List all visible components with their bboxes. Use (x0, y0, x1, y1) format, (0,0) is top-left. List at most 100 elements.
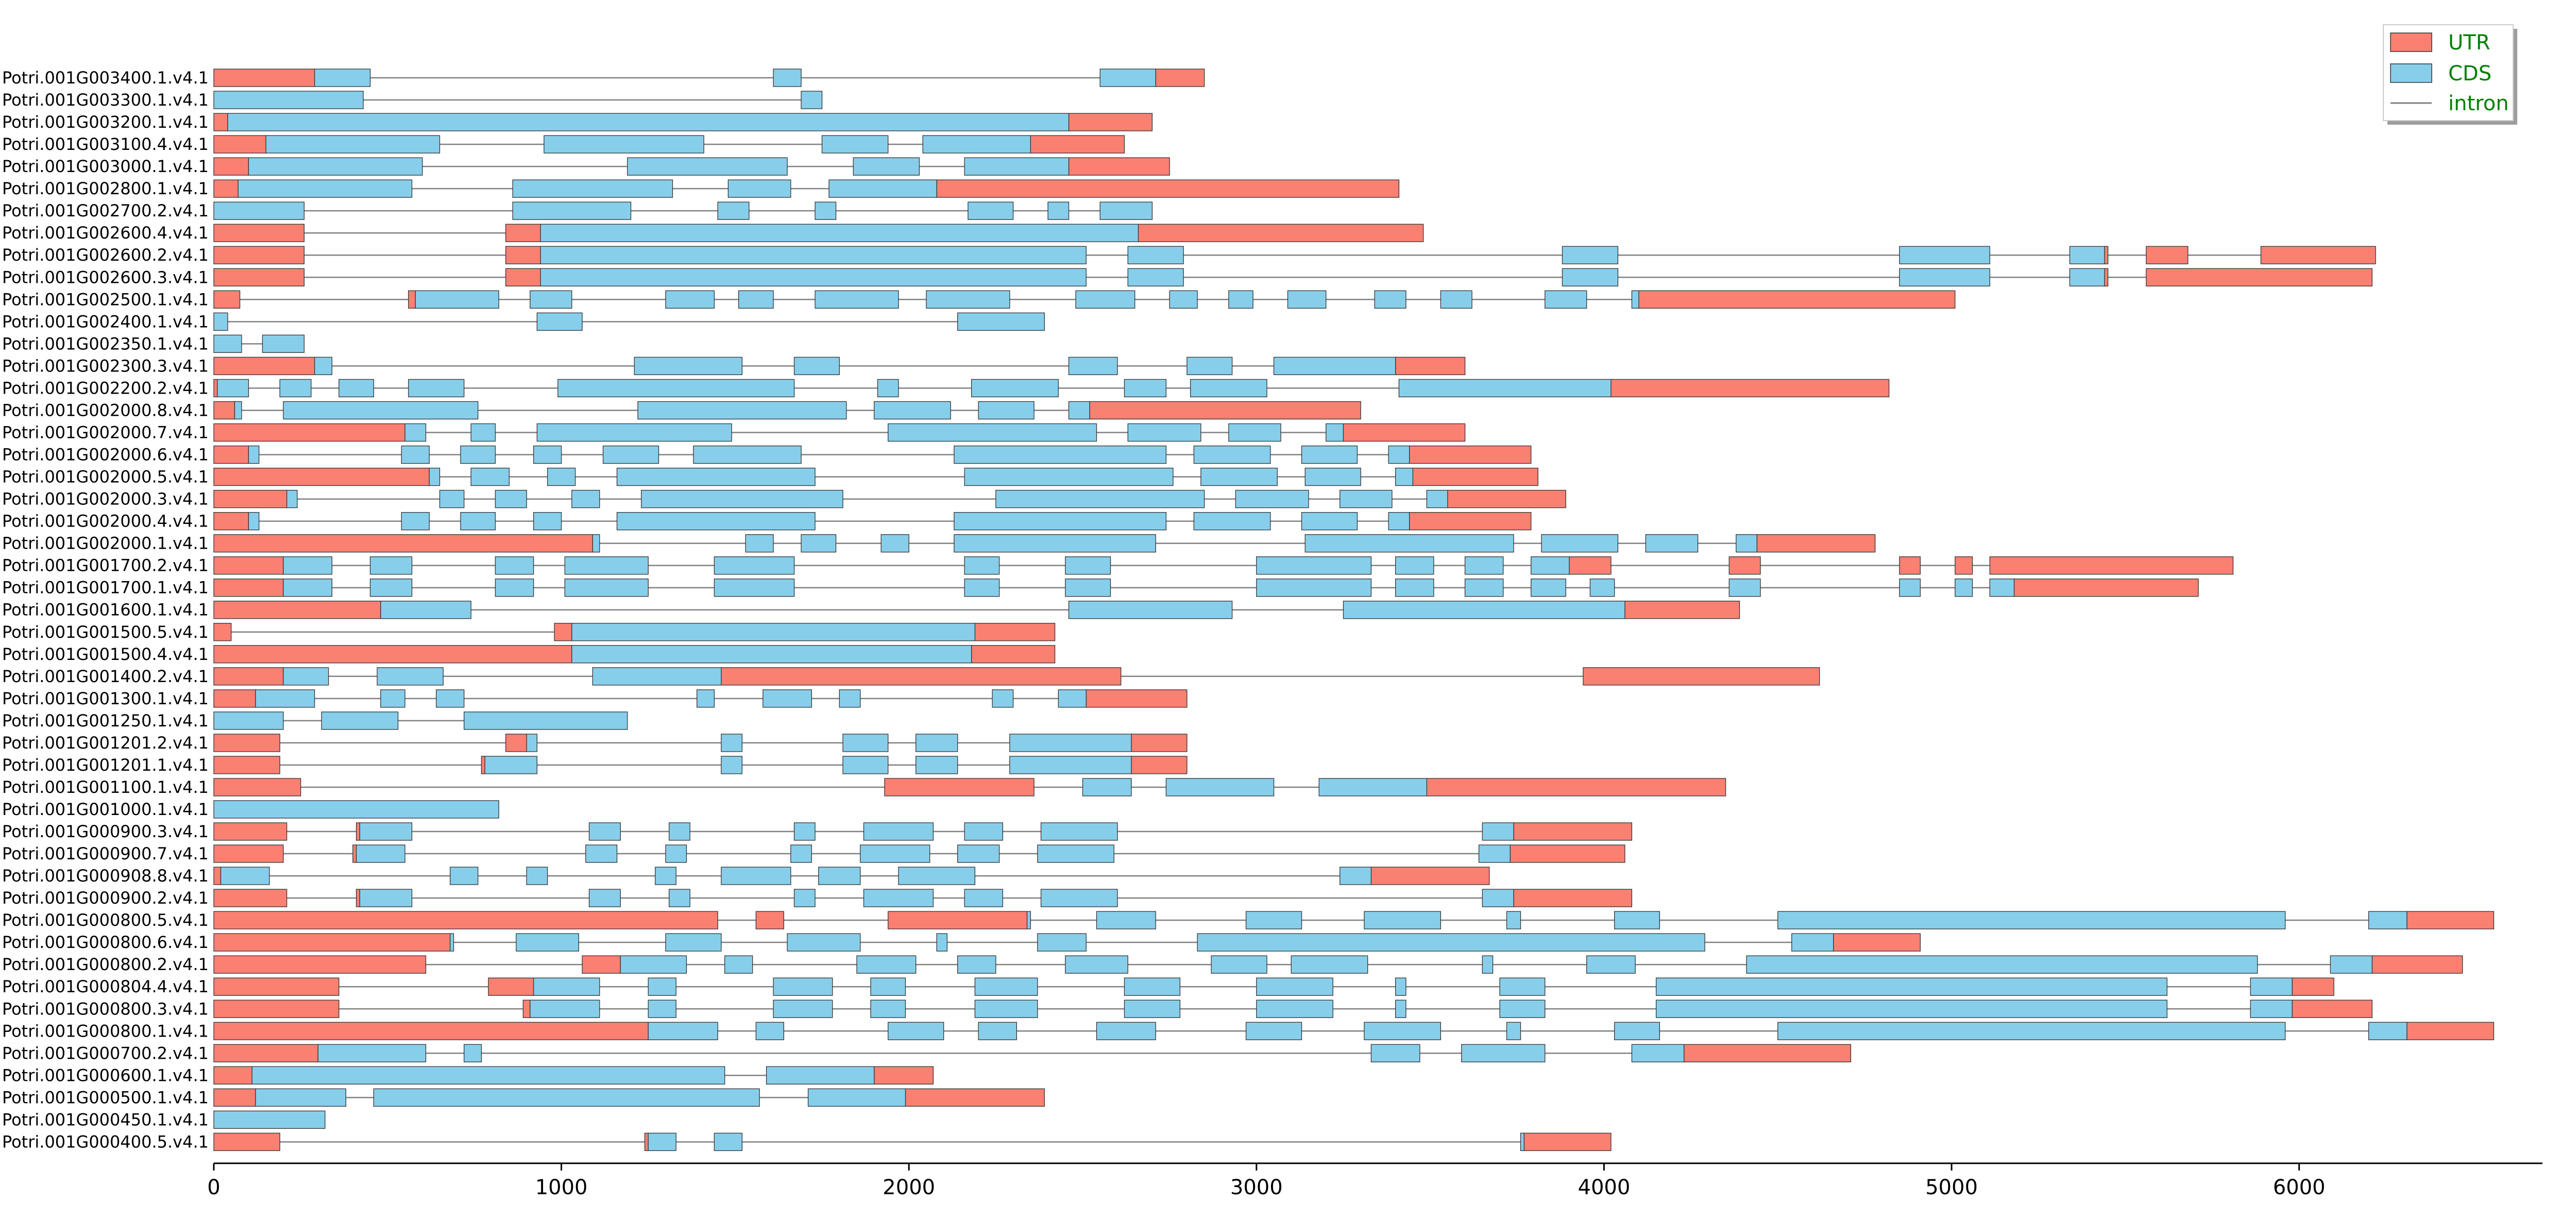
utr-segment (2406, 911, 2495, 929)
cds-segment (1040, 822, 1118, 841)
cds-segment (1464, 556, 1504, 575)
transcript-label: Potri.001G000900.3.v4.1 (2, 822, 209, 841)
cds-segment (745, 534, 774, 553)
transcript-row: Potri.001G001300.1.v4.1 (2, 689, 1188, 708)
cds-segment (773, 69, 802, 87)
utr-segment (213, 645, 572, 664)
cds-segment (839, 689, 861, 708)
cds-segment (1545, 290, 1587, 309)
cds-segment (1037, 844, 1114, 863)
cds-segment (1655, 999, 2167, 1018)
cds-segment (213, 1110, 326, 1129)
cds-segment (842, 756, 889, 774)
transcript-row: Potri.001G000400.5.v4.1 (2, 1132, 1612, 1151)
utr-segment (213, 1088, 256, 1107)
transcript-row: Potri.001G002600.4.v4.1 (2, 223, 1424, 243)
transcript-row: Potri.001G002000.7.v4.1 (2, 422, 1466, 442)
cds-segment (1499, 977, 1546, 996)
cds-segment (954, 445, 1167, 464)
transcript-label: Potri.001G001700.2.v4.1 (2, 556, 209, 575)
cds-segment (1631, 290, 1639, 309)
cds-segment (807, 1088, 906, 1107)
cds-segment (648, 1132, 676, 1151)
cds-segment (815, 201, 837, 220)
transcript-label: Potri.001G000800.5.v4.1 (2, 910, 209, 930)
cds-segment (1096, 1022, 1156, 1040)
transcript-label: Potri.001G002000.5.v4.1 (2, 467, 209, 487)
cds-segment (1068, 357, 1118, 376)
x-tick-label: 1000 (535, 1176, 588, 1199)
cds-segment (1124, 999, 1181, 1018)
transcript-row: Potri.001G002000.5.v4.1 (2, 467, 1538, 487)
cds-segment (588, 822, 621, 841)
utr-segment (213, 401, 235, 420)
transcript-label: Potri.001G002000.3.v4.1 (2, 489, 209, 509)
cds-segment (669, 822, 690, 841)
cds-segment (793, 822, 816, 841)
cds-segment (1193, 512, 1271, 531)
transcript-row: Potri.001G002800.1.v4.1 (2, 179, 1400, 198)
cds-segment (1482, 889, 1514, 907)
cds-segment (665, 933, 722, 952)
cds-segment (359, 822, 413, 841)
legend-cds-swatch (2390, 63, 2432, 83)
cds-segment (227, 113, 1070, 131)
cds-segment (978, 1022, 1017, 1040)
cds-segment (369, 556, 413, 575)
utr-segment (213, 889, 287, 907)
cds-segment (724, 955, 753, 974)
transcript-label: Potri.001G001500.5.v4.1 (2, 622, 209, 642)
cds-segment (1127, 423, 1201, 442)
cds-segment (2368, 1022, 2408, 1040)
cds-segment (821, 135, 889, 154)
transcript-row: Potri.001G001201.2.v4.1 (2, 733, 1188, 753)
transcript-label: Potri.001G002000.8.v4.1 (2, 400, 209, 420)
utr-segment (905, 1088, 1045, 1107)
utr-segment (213, 689, 256, 708)
cds-segment (888, 423, 1097, 442)
utr-segment (213, 1066, 252, 1085)
cds-segment (828, 179, 937, 198)
transcript-label: Potri.001G001201.1.v4.1 (2, 755, 209, 775)
transcript-label: Potri.001G002350.1.v4.1 (2, 334, 209, 353)
cds-segment (286, 489, 298, 508)
cds-segment (401, 512, 430, 531)
transcript-row: Potri.001G000800.3.v4.1 (2, 999, 2372, 1019)
cds-segment (1506, 911, 1521, 929)
cds-segment (1398, 379, 1612, 398)
cds-segment (968, 201, 1014, 220)
utr-segment (213, 445, 249, 464)
cds-segment (213, 334, 242, 353)
cds-segment (898, 867, 976, 885)
cds-segment (1499, 999, 1546, 1018)
transcript-row: Potri.001G002400.1.v4.1 (2, 312, 1045, 331)
cds-segment (460, 512, 496, 531)
utr-segment (582, 955, 621, 974)
utr-segment (721, 667, 1122, 686)
cds-segment (1899, 268, 1990, 286)
cds-segment (450, 933, 454, 952)
utr-segment (755, 911, 784, 929)
cds-segment (1340, 489, 1393, 508)
cds-segment (1388, 445, 1410, 464)
transcript-row: Potri.001G001400.2.v4.1 (2, 667, 1820, 686)
transcript-label: Potri.001G003300.1.v4.1 (2, 90, 209, 110)
cds-segment (408, 379, 465, 398)
cds-segment (213, 91, 364, 109)
transcript-label: Potri.001G000450.1.v4.1 (2, 1110, 209, 1129)
utr-segment (213, 579, 284, 597)
cds-segment (880, 534, 909, 553)
cds-segment (1562, 268, 1619, 286)
transcript-row: Potri.001G002000.1.v4.1 (2, 534, 1876, 553)
utr-segment (2104, 268, 2109, 286)
cds-segment (1099, 201, 1153, 220)
utr-segment (1089, 401, 1361, 420)
cds-segment (533, 445, 562, 464)
cds-segment (922, 135, 1031, 154)
cds-segment (1256, 977, 1333, 996)
cds-segment (1562, 246, 1619, 264)
transcript-row: Potri.001G001201.1.v4.1 (2, 755, 1188, 775)
utr-segment (1523, 1132, 1612, 1151)
cds-segment (283, 667, 329, 686)
utr-segment (213, 1044, 319, 1062)
